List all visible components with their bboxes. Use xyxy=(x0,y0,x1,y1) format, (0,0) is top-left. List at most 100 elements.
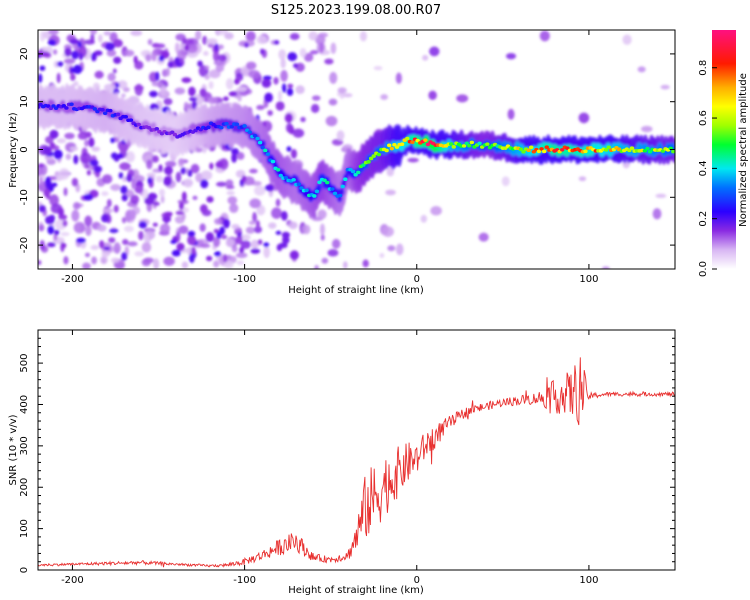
spectral-cell xyxy=(267,110,273,116)
spectral-cell xyxy=(529,145,534,150)
spectral-cell xyxy=(163,176,172,187)
spectral-cell xyxy=(164,166,173,175)
spectral-cell xyxy=(53,149,63,160)
spectral-cell xyxy=(212,236,221,248)
snr-y-label: SNR (10 * v/v) xyxy=(8,414,19,485)
spectral-cell xyxy=(154,127,159,131)
spectral-cell xyxy=(451,145,456,149)
spectral-cell xyxy=(309,50,319,55)
spectral-cell xyxy=(174,42,180,54)
spectral-cell xyxy=(101,191,109,197)
spectral-cell xyxy=(113,242,121,254)
spectral-cell xyxy=(371,154,376,158)
spectral-cell xyxy=(91,146,101,152)
spectral-cell xyxy=(342,261,348,269)
spectral-cell xyxy=(265,152,271,156)
spectral-cell xyxy=(257,239,263,245)
spectrogram-image xyxy=(38,30,675,269)
spectral-cell xyxy=(423,138,428,142)
spectral-cell xyxy=(337,87,347,94)
colorbar-ticks: 0.0 0.2 0.4 0.6 0.8 xyxy=(698,60,717,277)
spectral-cell xyxy=(167,61,174,69)
spectral-cell xyxy=(52,49,58,55)
spectral-cell xyxy=(263,242,270,248)
spectral-cell xyxy=(90,52,97,62)
spectral-cell xyxy=(216,231,222,239)
spectral-cell xyxy=(97,224,107,232)
spectral-cell xyxy=(117,80,128,89)
spectral-cell xyxy=(330,187,335,191)
spectral-cell xyxy=(429,46,440,57)
spectrogram-x-axis: -200 -100 0 100 xyxy=(61,30,598,285)
spectral-cell xyxy=(222,254,228,263)
spectral-cell xyxy=(43,189,51,198)
x-tick-label: -200 xyxy=(61,274,84,285)
spectral-cell xyxy=(629,146,635,151)
spectral-cell xyxy=(295,85,305,95)
spectral-cell xyxy=(536,149,542,154)
spectral-cell xyxy=(48,30,59,35)
spectral-cell xyxy=(122,176,128,182)
y-tick-label: -20 xyxy=(19,237,30,253)
spectrogram-y-label: Frequency (Hz) xyxy=(8,112,19,188)
spectral-cell xyxy=(260,48,265,55)
spectral-cell xyxy=(539,147,544,151)
spectral-cell xyxy=(342,93,353,98)
spectral-cell xyxy=(151,42,161,48)
spectral-cell xyxy=(287,83,294,89)
spectral-cell xyxy=(197,60,203,67)
spectral-cell xyxy=(145,54,152,62)
spectral-cell xyxy=(280,69,288,82)
spectral-cell xyxy=(359,31,368,42)
spectral-cell xyxy=(57,207,64,217)
spectral-cell xyxy=(560,147,565,152)
spectral-cell xyxy=(57,61,64,67)
spectral-cell xyxy=(52,182,58,188)
spectral-cell xyxy=(469,140,475,145)
spectral-cell xyxy=(215,181,227,187)
spectral-cell xyxy=(456,94,469,103)
spectral-cell xyxy=(48,106,54,111)
spectral-cell xyxy=(89,159,99,167)
spectral-cell xyxy=(292,128,305,138)
spectral-cell xyxy=(200,170,213,181)
spectral-cell xyxy=(69,146,79,152)
spectral-cell xyxy=(108,237,116,243)
spectral-cell xyxy=(425,142,431,147)
spectral-cell xyxy=(42,46,47,52)
spectral-cell xyxy=(384,148,389,153)
spectral-cell xyxy=(158,55,165,62)
spectral-cell xyxy=(49,194,59,206)
spectral-cell xyxy=(387,143,392,148)
spectral-cell xyxy=(78,52,84,61)
spectral-cell xyxy=(98,34,103,43)
spectral-cell xyxy=(158,164,163,172)
spectral-cell xyxy=(155,71,160,81)
spectral-cell xyxy=(178,201,184,211)
spectral-cell xyxy=(102,174,113,184)
x-tick-label: 0 xyxy=(414,575,420,586)
spectral-cell xyxy=(159,223,171,234)
spectral-cell xyxy=(49,142,56,148)
spectral-cell xyxy=(98,240,105,249)
spectral-cell xyxy=(241,175,247,183)
x-tick-label: -100 xyxy=(233,575,256,586)
spectral-cell xyxy=(288,221,298,230)
spectral-cell xyxy=(213,60,224,66)
spectral-cell xyxy=(252,133,258,138)
spectral-cell xyxy=(310,103,320,114)
spectral-cell xyxy=(149,90,158,98)
spectral-cell xyxy=(539,30,550,42)
spectral-cell xyxy=(165,67,170,77)
spectral-cell xyxy=(207,96,218,105)
spectral-cell xyxy=(151,155,159,163)
spectral-cell xyxy=(174,87,186,95)
spectral-cell xyxy=(164,160,177,168)
spectral-cell xyxy=(467,143,472,148)
spectral-cell xyxy=(149,195,156,200)
spectral-cell xyxy=(356,170,361,175)
spectral-cell xyxy=(565,146,570,150)
colorbar-tick-label: 0.8 xyxy=(698,60,709,76)
spectral-cell xyxy=(118,172,124,179)
spectral-cell xyxy=(219,125,224,130)
